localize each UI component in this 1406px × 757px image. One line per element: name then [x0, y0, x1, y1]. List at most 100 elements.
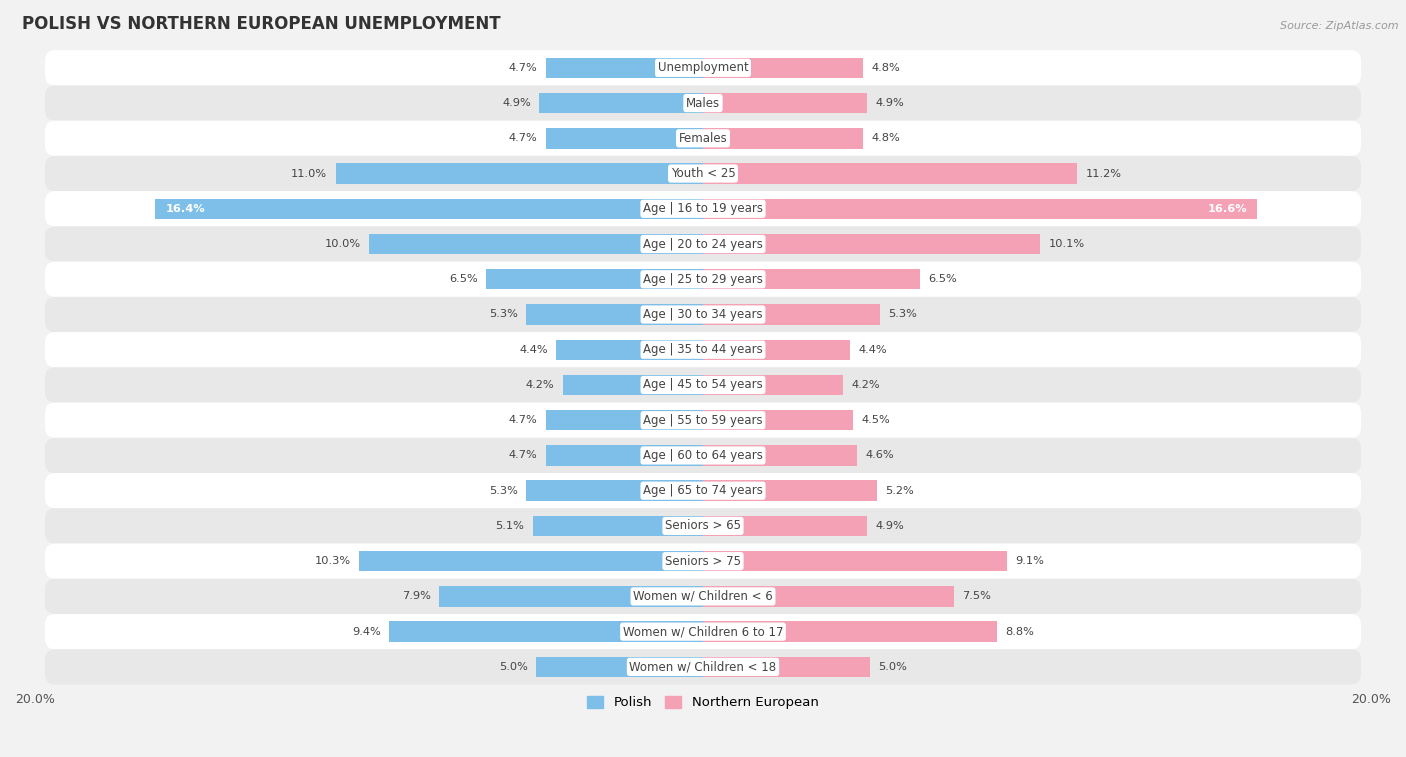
FancyBboxPatch shape	[45, 508, 1361, 544]
Text: Age | 16 to 19 years: Age | 16 to 19 years	[643, 202, 763, 215]
Bar	[703, 621, 997, 642]
Text: Women w/ Children < 6: Women w/ Children < 6	[633, 590, 773, 603]
FancyBboxPatch shape	[45, 262, 1361, 297]
Bar	[703, 128, 863, 148]
Bar	[368, 234, 703, 254]
FancyBboxPatch shape	[45, 367, 1361, 403]
Bar	[336, 164, 703, 184]
FancyBboxPatch shape	[45, 332, 1361, 367]
Bar	[703, 304, 880, 325]
Text: 10.1%: 10.1%	[1049, 239, 1085, 249]
FancyBboxPatch shape	[45, 438, 1361, 473]
Legend: Polish, Northern European: Polish, Northern European	[582, 690, 824, 715]
Bar	[703, 93, 866, 114]
FancyBboxPatch shape	[45, 226, 1361, 262]
Text: 4.8%: 4.8%	[872, 133, 900, 143]
Bar	[546, 445, 703, 466]
Text: Youth < 25: Youth < 25	[671, 167, 735, 180]
Bar	[703, 375, 844, 395]
Bar	[703, 445, 856, 466]
Text: 4.2%: 4.2%	[852, 380, 880, 390]
FancyBboxPatch shape	[45, 544, 1361, 579]
Text: 11.0%: 11.0%	[291, 169, 328, 179]
Bar	[526, 481, 703, 501]
Text: 5.0%: 5.0%	[879, 662, 907, 672]
Text: 5.3%: 5.3%	[489, 486, 517, 496]
Text: 5.2%: 5.2%	[884, 486, 914, 496]
FancyBboxPatch shape	[45, 156, 1361, 192]
Bar	[546, 410, 703, 431]
Text: Females: Females	[679, 132, 727, 145]
Bar	[533, 516, 703, 536]
Bar	[526, 304, 703, 325]
Bar	[703, 586, 953, 606]
Bar	[359, 551, 703, 572]
Text: 4.5%: 4.5%	[862, 415, 890, 425]
Bar	[555, 339, 703, 360]
Bar	[536, 656, 703, 677]
Text: Age | 45 to 54 years: Age | 45 to 54 years	[643, 378, 763, 391]
Text: Age | 55 to 59 years: Age | 55 to 59 years	[643, 414, 763, 427]
Text: 4.6%: 4.6%	[865, 450, 894, 460]
Text: 4.4%: 4.4%	[519, 344, 548, 355]
Text: Age | 60 to 64 years: Age | 60 to 64 years	[643, 449, 763, 462]
Bar	[703, 339, 851, 360]
FancyBboxPatch shape	[45, 86, 1361, 120]
FancyBboxPatch shape	[45, 50, 1361, 86]
Bar	[703, 516, 866, 536]
FancyBboxPatch shape	[45, 192, 1361, 226]
Text: 5.3%: 5.3%	[889, 310, 917, 319]
Text: 6.5%: 6.5%	[449, 274, 478, 285]
Text: 16.6%: 16.6%	[1208, 204, 1247, 213]
FancyBboxPatch shape	[45, 297, 1361, 332]
FancyBboxPatch shape	[45, 403, 1361, 438]
FancyBboxPatch shape	[45, 614, 1361, 650]
Text: Women w/ Children < 18: Women w/ Children < 18	[630, 660, 776, 674]
Text: 7.5%: 7.5%	[962, 591, 991, 601]
Text: 4.7%: 4.7%	[509, 63, 537, 73]
Text: 4.2%: 4.2%	[526, 380, 554, 390]
Bar	[703, 269, 920, 289]
Text: 16.4%: 16.4%	[166, 204, 205, 213]
Bar	[546, 128, 703, 148]
Text: 4.7%: 4.7%	[509, 415, 537, 425]
Text: 4.7%: 4.7%	[509, 133, 537, 143]
Bar	[439, 586, 703, 606]
Bar	[155, 198, 703, 219]
Bar	[546, 58, 703, 78]
Text: 4.7%: 4.7%	[509, 450, 537, 460]
Text: Women w/ Children 6 to 17: Women w/ Children 6 to 17	[623, 625, 783, 638]
Text: 4.9%: 4.9%	[875, 98, 904, 108]
Text: Males: Males	[686, 97, 720, 110]
Text: Age | 35 to 44 years: Age | 35 to 44 years	[643, 343, 763, 357]
Bar	[703, 551, 1007, 572]
Text: Age | 20 to 24 years: Age | 20 to 24 years	[643, 238, 763, 251]
Text: 4.8%: 4.8%	[872, 63, 900, 73]
FancyBboxPatch shape	[45, 579, 1361, 614]
Text: 7.9%: 7.9%	[402, 591, 430, 601]
Text: 9.1%: 9.1%	[1015, 556, 1045, 566]
Bar	[703, 481, 877, 501]
Text: Age | 30 to 34 years: Age | 30 to 34 years	[643, 308, 763, 321]
Text: Seniors > 75: Seniors > 75	[665, 555, 741, 568]
FancyBboxPatch shape	[45, 120, 1361, 156]
Text: 10.3%: 10.3%	[315, 556, 350, 566]
Text: 4.4%: 4.4%	[858, 344, 887, 355]
FancyBboxPatch shape	[45, 473, 1361, 508]
Text: Seniors > 65: Seniors > 65	[665, 519, 741, 532]
Bar	[703, 656, 870, 677]
Text: 5.3%: 5.3%	[489, 310, 517, 319]
Text: 10.0%: 10.0%	[325, 239, 360, 249]
Bar	[540, 93, 703, 114]
Text: 4.9%: 4.9%	[875, 521, 904, 531]
Text: Age | 65 to 74 years: Age | 65 to 74 years	[643, 484, 763, 497]
Text: Source: ZipAtlas.com: Source: ZipAtlas.com	[1281, 21, 1399, 31]
Bar	[703, 410, 853, 431]
Text: 5.1%: 5.1%	[495, 521, 524, 531]
Bar	[703, 58, 863, 78]
Text: Age | 25 to 29 years: Age | 25 to 29 years	[643, 273, 763, 285]
Bar	[389, 621, 703, 642]
Text: POLISH VS NORTHERN EUROPEAN UNEMPLOYMENT: POLISH VS NORTHERN EUROPEAN UNEMPLOYMENT	[21, 15, 501, 33]
Text: 8.8%: 8.8%	[1005, 627, 1035, 637]
Bar	[703, 234, 1040, 254]
